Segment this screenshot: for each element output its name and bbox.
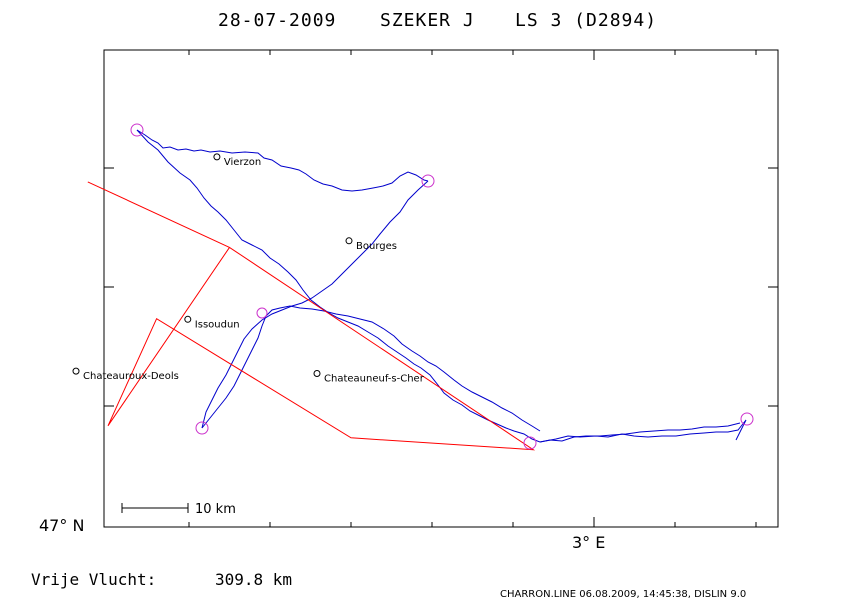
distance-value: 309.8 km <box>215 570 292 589</box>
town-markers: Vierzon Bourges Chateauroux-Deols Issoudun C… <box>72 153 425 385</box>
turnpoint-start <box>130 123 144 137</box>
town-marker-issoudun <box>184 315 192 323</box>
glider-class: LS 3 (D2894) <box>515 10 657 31</box>
turnpoints <box>130 123 754 450</box>
turnpoint-issoudun <box>256 307 268 319</box>
task-route <box>87 181 536 451</box>
track-northern-leg <box>136 129 429 192</box>
scale-bar-label: 10 km <box>195 502 236 517</box>
town-label-vierzon: Vierzon <box>224 157 261 168</box>
turnpoint-south <box>523 436 537 450</box>
turnpoint-west <box>195 421 209 435</box>
town-marker-chateauroux-deols <box>72 367 80 375</box>
map-frame <box>103 49 779 528</box>
longitude-label: 3° E <box>572 533 605 552</box>
town-label-issoudun: Issoudun <box>195 319 240 330</box>
town-marker-bourges <box>345 237 353 245</box>
turnpoint-bourges <box>421 174 435 188</box>
town-label-chateauneuf-s-cher: Chateauneuf-s-Cher <box>324 374 425 385</box>
flight-date: 28-07-2009 <box>218 10 336 31</box>
latitude-label: 47° N <box>39 516 84 535</box>
track-eastern-return <box>201 180 429 429</box>
track-southern-loop <box>201 305 541 432</box>
scale-bar: 10 km <box>121 502 236 517</box>
distance-label: Vrije Vlucht: <box>31 570 156 589</box>
town-label-chateauroux-deols: Chateauroux-Deols <box>83 371 179 382</box>
town-label-bourges: Bourges <box>356 241 397 252</box>
town-marker-chateauneuf-s-cher <box>313 370 321 377</box>
software-footer: CHARRON.LINE 06.08.2009, 14:45:38, DISLI… <box>500 589 746 600</box>
axis-ticks <box>104 50 778 527</box>
track-western-descent <box>136 129 741 443</box>
pilot-name: SZEKER J <box>380 10 475 31</box>
track-eastern-tail <box>539 419 747 443</box>
flight-track <box>136 129 747 443</box>
turnpoint-east <box>740 412 754 426</box>
town-marker-vierzon <box>213 153 221 161</box>
